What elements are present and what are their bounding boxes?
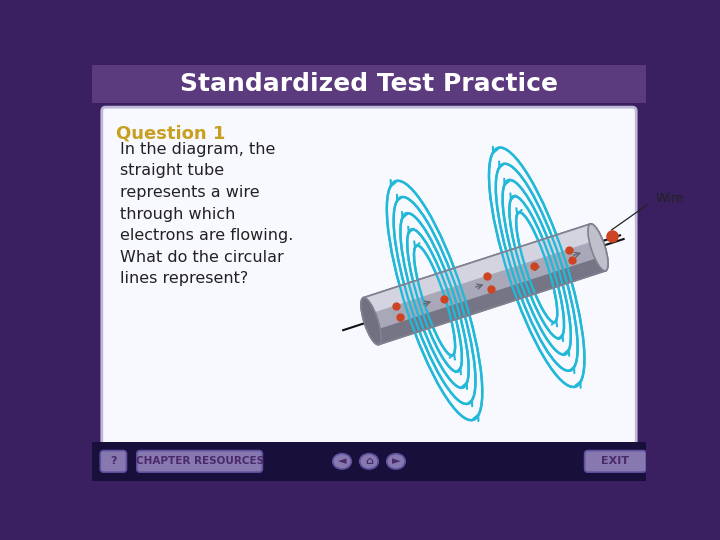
FancyBboxPatch shape bbox=[585, 450, 647, 472]
Polygon shape bbox=[364, 224, 606, 345]
Text: Question 1: Question 1 bbox=[117, 125, 226, 143]
Text: ►: ► bbox=[392, 456, 400, 467]
Ellipse shape bbox=[361, 298, 381, 345]
Text: ◄: ◄ bbox=[338, 456, 346, 467]
Ellipse shape bbox=[333, 454, 351, 469]
Text: Standardized Test Practice: Standardized Test Practice bbox=[180, 72, 558, 96]
Ellipse shape bbox=[588, 224, 608, 271]
Text: ⌂: ⌂ bbox=[365, 456, 373, 467]
FancyBboxPatch shape bbox=[100, 450, 127, 472]
FancyBboxPatch shape bbox=[92, 65, 647, 103]
Text: Wire: Wire bbox=[655, 192, 683, 205]
Text: CHAPTER RESOURCES: CHAPTER RESOURCES bbox=[135, 456, 264, 467]
FancyBboxPatch shape bbox=[102, 107, 636, 444]
Text: ?: ? bbox=[110, 456, 117, 467]
Polygon shape bbox=[364, 224, 595, 314]
FancyBboxPatch shape bbox=[137, 450, 262, 472]
Polygon shape bbox=[364, 224, 595, 314]
Ellipse shape bbox=[588, 224, 608, 271]
Ellipse shape bbox=[360, 454, 378, 469]
Polygon shape bbox=[374, 256, 606, 345]
Ellipse shape bbox=[387, 454, 405, 469]
Ellipse shape bbox=[361, 298, 381, 345]
FancyBboxPatch shape bbox=[92, 442, 647, 481]
Text: EXIT: EXIT bbox=[601, 456, 629, 467]
Polygon shape bbox=[374, 256, 606, 345]
Text: In the diagram, the
straight tube
represents a wire
through which
electrons are : In the diagram, the straight tube repres… bbox=[120, 142, 293, 286]
Polygon shape bbox=[364, 224, 606, 345]
